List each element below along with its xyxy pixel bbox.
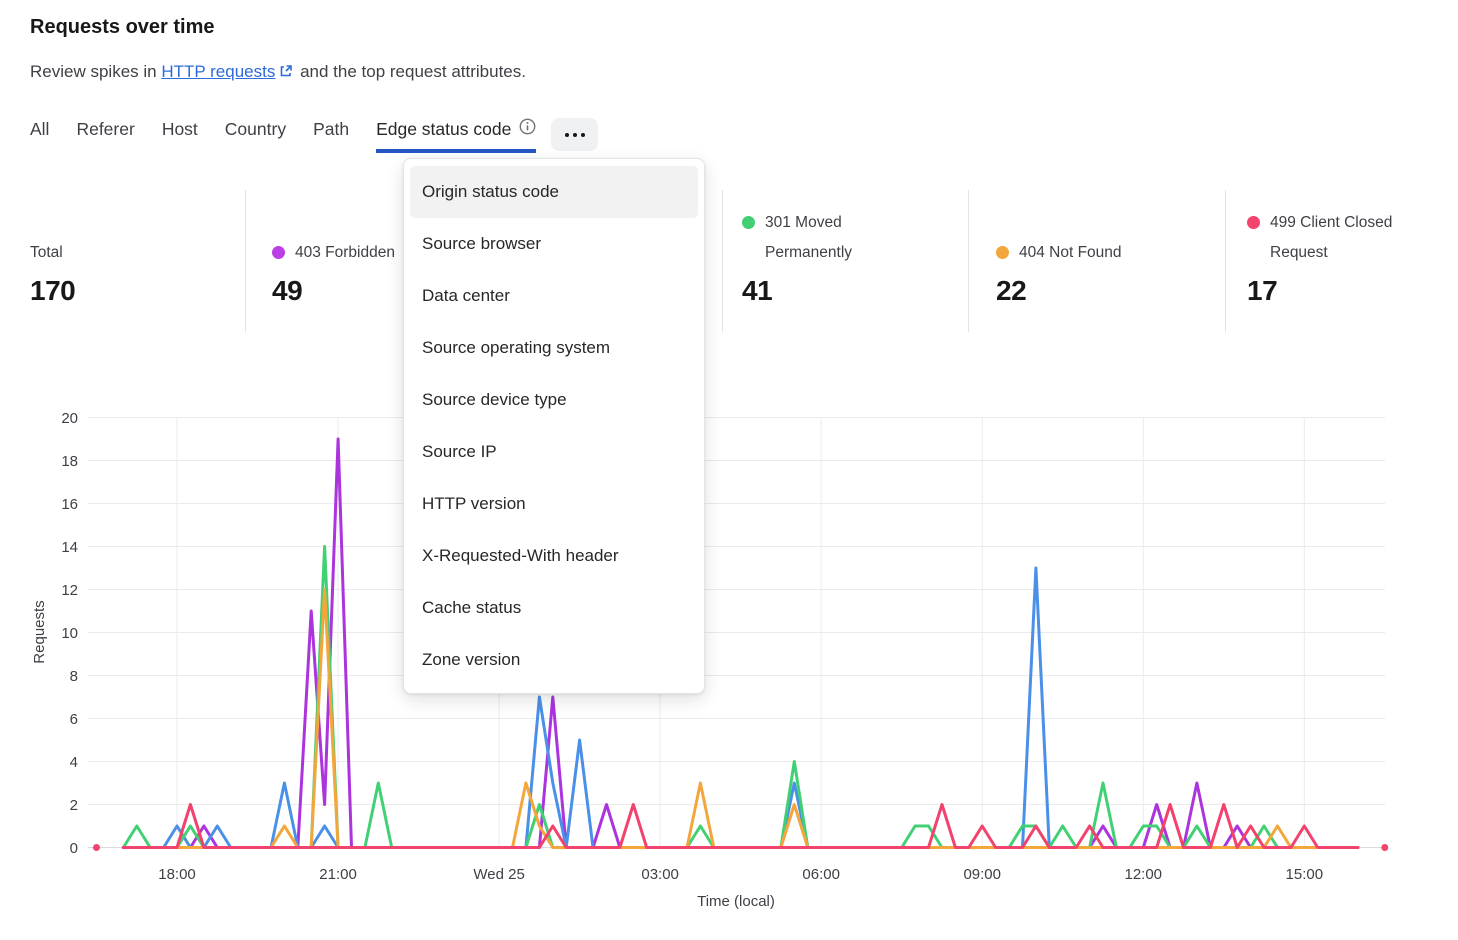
stat-divider	[968, 190, 969, 332]
subtitle-text-prefix: Review spikes in	[30, 62, 157, 81]
y-tick-label: 18	[61, 453, 78, 470]
stat-301-moved-permanently[interactable]: 301 Moved Permanently 41	[742, 202, 922, 307]
stat-403-value: 49	[272, 275, 303, 306]
y-tick-label: 8	[70, 668, 78, 685]
tab-all[interactable]: All	[30, 119, 49, 153]
menu-item-x-requested-with-header[interactable]: X-Requested-With header	[422, 546, 619, 565]
tab-path[interactable]: Path	[313, 119, 349, 153]
series-line-301-moved-permanently	[121, 545, 1360, 849]
y-tick-label: 12	[61, 582, 78, 599]
legend-dot-499	[1247, 216, 1260, 229]
series-line-blue	[121, 566, 1360, 849]
y-tick-label: 14	[61, 539, 78, 556]
tab-country[interactable]: Country	[225, 119, 286, 153]
stat-divider	[722, 190, 723, 332]
subtitle-text-suffix: and the top request attributes.	[300, 62, 526, 81]
y-tick-label: 2	[70, 797, 78, 814]
menu-item-data-center[interactable]: Data center	[422, 286, 510, 305]
menu-item-http-version[interactable]: HTTP version	[422, 494, 526, 513]
stat-301-label: 301 Moved Permanently	[765, 214, 853, 261]
data-point-dot-499-client-closed-request	[1381, 844, 1389, 851]
tab-edge-status-code[interactable]: Edge status code	[376, 118, 537, 153]
tab-referer[interactable]: Referer	[76, 119, 134, 153]
attribute-dropdown-menu: Origin status code Source browser Data cen…	[403, 158, 705, 694]
external-link-icon	[279, 63, 293, 83]
menu-item-cache-status[interactable]: Cache status	[422, 598, 522, 617]
menu-item-source-browser[interactable]: Source browser	[422, 234, 542, 253]
page-title: Requests over time	[30, 16, 215, 38]
attribute-tabs: All Referer Host Country Path Edge statu…	[30, 118, 599, 153]
more-tabs-button[interactable]	[551, 118, 599, 151]
info-icon[interactable]	[519, 118, 536, 140]
y-axis-title: Requests	[31, 600, 48, 663]
stat-403-label: 403 Forbidden	[295, 244, 395, 261]
subtitle: Review spikes in HTTP requests and the t…	[30, 62, 526, 83]
menu-item-source-device-type[interactable]: Source device type	[422, 390, 567, 409]
stat-499-label: 499 Client Closed Request	[1270, 214, 1393, 261]
y-tick-label: 4	[70, 754, 78, 771]
stat-301-value: 41	[742, 275, 773, 306]
x-axis-title: Time (local)	[697, 893, 775, 910]
x-tick-label: 06:00	[802, 866, 840, 883]
stat-499-value: 17	[1247, 275, 1278, 306]
y-tick-label: 10	[61, 625, 78, 642]
x-tick-label: 12:00	[1124, 866, 1162, 883]
stat-499-client-closed-request[interactable]: 499 Client Closed Request 17	[1247, 202, 1437, 307]
y-tick-label: 20	[61, 410, 78, 427]
y-tick-label: 0	[70, 840, 78, 857]
stat-total-label: Total	[30, 244, 63, 261]
stat-403-forbidden[interactable]: 403 Forbidden 49	[272, 202, 472, 307]
x-tick-label: 15:00	[1286, 866, 1324, 883]
stat-404-not-found[interactable]: 404 Not Found 22	[996, 202, 1206, 307]
menu-item-source-ip[interactable]: Source IP	[422, 442, 497, 461]
ellipsis-icon	[564, 132, 585, 137]
x-tick-label: 03:00	[641, 866, 679, 883]
legend-dot-404	[996, 246, 1009, 259]
legend-dot-403	[272, 246, 285, 259]
series-line-403-forbidden	[121, 437, 1360, 849]
stat-404-value: 22	[996, 275, 1027, 306]
series-line-499-client-closed-request	[121, 803, 1360, 849]
x-tick-label: Wed 25	[473, 866, 524, 883]
stat-total: Total 170	[30, 202, 76, 307]
tab-host[interactable]: Host	[162, 119, 198, 153]
legend-dot-301	[742, 216, 755, 229]
menu-item-origin-status-code[interactable]: Origin status code	[410, 166, 698, 218]
x-tick-label: 09:00	[963, 866, 1001, 883]
stat-404-label: 404 Not Found	[1019, 244, 1122, 261]
stat-total-value: 170	[30, 275, 76, 306]
y-tick-label: 16	[61, 496, 78, 513]
x-tick-label: 21:00	[319, 866, 357, 883]
y-tick-label: 6	[70, 711, 78, 728]
x-tick-label: 18:00	[158, 866, 196, 883]
menu-item-source-operating-system[interactable]: Source operating system	[422, 338, 611, 357]
data-point-dot-499-client-closed-request	[93, 844, 100, 851]
stat-divider	[245, 190, 246, 332]
http-requests-link[interactable]: HTTP requests	[161, 62, 276, 81]
menu-item-zone-version[interactable]: Zone version	[422, 650, 521, 669]
stat-divider	[1225, 190, 1226, 332]
